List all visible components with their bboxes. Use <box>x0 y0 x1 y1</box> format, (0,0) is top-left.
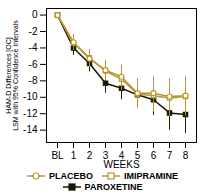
html-text:PAROXETINE: PAROXETINE <box>84 182 143 192</box>
svg-text:4: 4 <box>118 149 125 161</box>
svg-text:-12: -12 <box>23 108 38 119</box>
html-text:PLACEBO: PLACEBO <box>49 171 93 181</box>
svg-text:6: 6 <box>151 150 157 161</box>
svg-text:-4: -4 <box>29 42 38 53</box>
svg-text:-14: -14 <box>23 124 38 135</box>
svg-text:7: 7 <box>167 150 173 161</box>
svg-text:2: 2 <box>87 150 93 161</box>
svg-text:0: 0 <box>32 9 38 20</box>
svg-text:1: 1 <box>71 150 77 161</box>
svg-text:8: 8 <box>183 150 189 161</box>
svg-text:WEEKS: WEEKS <box>103 159 139 170</box>
svg-text:HAM-D Differences [OC]LSM with: HAM-D Differences [OC]LSM with 95% Confi… <box>5 20 19 131</box>
svg-text:BL: BL <box>51 150 64 161</box>
svg-text:5: 5 <box>134 149 141 161</box>
svg-text:-2: -2 <box>29 26 38 37</box>
svg-text:-6: -6 <box>29 59 38 70</box>
svg-text:-10: -10 <box>23 91 38 102</box>
svg-text:3: 3 <box>102 149 109 161</box>
svg-text:-8: -8 <box>29 75 38 86</box>
html-text:IMIPRAMINE: IMIPRAMINE <box>124 171 178 181</box>
